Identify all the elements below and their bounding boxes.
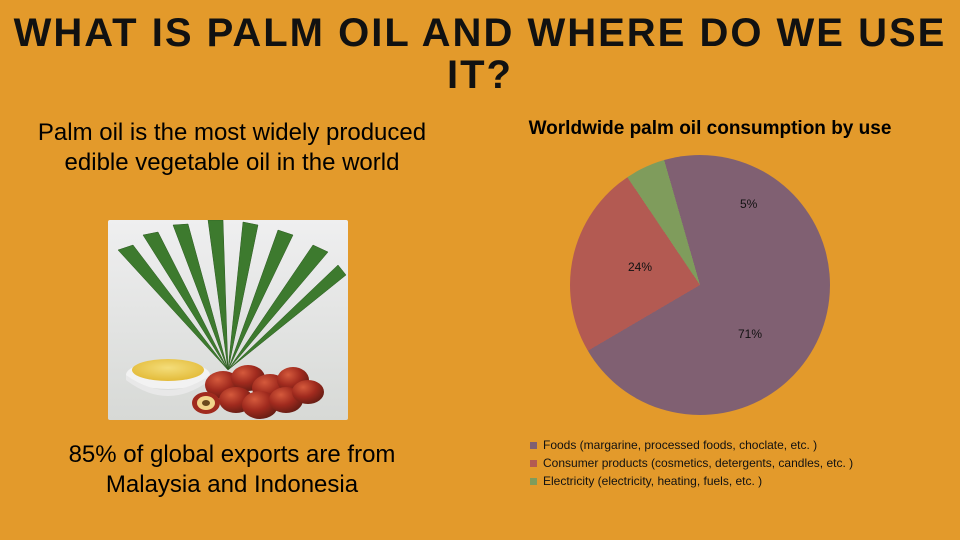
export-stat-text: 85% of global exports are from Malaysia …	[32, 440, 432, 500]
legend-item: Electricity (electricity, heating, fuels…	[530, 474, 930, 488]
legend-swatch	[530, 442, 537, 449]
pie-slice-label: 71%	[738, 327, 762, 341]
legend-swatch	[530, 478, 537, 485]
legend-item: Consumer products (cosmetics, detergents…	[530, 456, 930, 470]
chart-legend: Foods (margarine, processed foods, chocl…	[530, 438, 930, 492]
pie-slice-label: 5%	[740, 197, 757, 211]
legend-text: Consumer products (cosmetics, detergents…	[543, 456, 853, 470]
legend-swatch	[530, 460, 537, 467]
palm-fruit-photo	[108, 220, 348, 420]
legend-text: Electricity (electricity, heating, fuels…	[543, 474, 762, 488]
page-title: WHAT IS PALM OIL AND WHERE DO WE USE IT?	[0, 12, 960, 96]
legend-text: Foods (margarine, processed foods, chocl…	[543, 438, 817, 452]
chart-title: Worldwide palm oil consumption by use	[500, 118, 920, 140]
intro-text: Palm oil is the most widely produced edi…	[32, 118, 432, 178]
palm-fruit-illustration	[108, 220, 348, 420]
pie-slice-label: 24%	[628, 260, 652, 274]
legend-item: Foods (margarine, processed foods, chocl…	[530, 438, 930, 452]
pie-chart: 71% 24% 5%	[570, 155, 830, 415]
slide-root: WHAT IS PALM OIL AND WHERE DO WE USE IT?…	[0, 0, 960, 540]
